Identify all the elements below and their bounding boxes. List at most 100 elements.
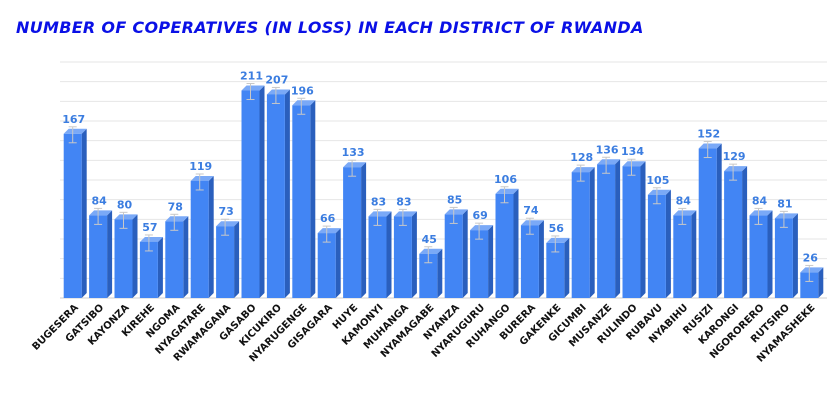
bar bbox=[647, 194, 666, 298]
bar-top bbox=[520, 220, 544, 226]
bar bbox=[63, 133, 82, 298]
bar-side bbox=[437, 248, 443, 298]
bar bbox=[546, 242, 565, 298]
bar-side bbox=[335, 228, 341, 298]
bar bbox=[343, 167, 362, 298]
bar-top bbox=[343, 162, 367, 168]
data-label: 73 bbox=[218, 205, 233, 218]
bar bbox=[470, 230, 489, 298]
bar-top bbox=[419, 248, 443, 254]
bar-side bbox=[538, 220, 544, 298]
bar-top bbox=[622, 161, 646, 167]
bar-top bbox=[647, 189, 671, 195]
bar-top bbox=[241, 85, 265, 91]
data-label: 66 bbox=[320, 212, 336, 225]
data-label: 74 bbox=[523, 204, 539, 217]
bar-side bbox=[462, 209, 468, 298]
category-labels: BUGESERAGATSIBOKAYONZAKIREHENGOMANYAGATA… bbox=[30, 302, 817, 364]
bar-top bbox=[368, 211, 392, 217]
bars bbox=[63, 83, 824, 299]
data-label: 152 bbox=[697, 128, 720, 141]
bar bbox=[571, 172, 590, 298]
bar-top bbox=[114, 214, 138, 220]
bar-top bbox=[216, 221, 240, 227]
bar-side bbox=[513, 188, 519, 298]
data-label: 26 bbox=[803, 251, 819, 264]
bar-top bbox=[292, 100, 316, 106]
bar-top bbox=[165, 216, 189, 222]
data-label: 105 bbox=[646, 174, 669, 187]
bar-side bbox=[386, 211, 392, 298]
bar-side bbox=[691, 210, 697, 298]
bar-side bbox=[107, 210, 113, 298]
bar bbox=[597, 164, 616, 298]
bar-top bbox=[63, 128, 87, 134]
data-label: 129 bbox=[723, 150, 746, 163]
bar bbox=[622, 166, 641, 298]
bar-side bbox=[615, 159, 621, 298]
chart-title: NUMBER OF COPERATIVES (IN LOSS) IN EACH … bbox=[16, 18, 644, 37]
data-label: 57 bbox=[142, 221, 157, 234]
data-label: 134 bbox=[621, 145, 644, 158]
bar-side bbox=[234, 221, 240, 298]
bar-side bbox=[792, 213, 798, 298]
bar-top bbox=[571, 167, 595, 173]
bar bbox=[774, 218, 793, 298]
bar bbox=[444, 214, 463, 298]
bar bbox=[266, 94, 285, 298]
data-label: 45 bbox=[422, 233, 437, 246]
bar bbox=[317, 233, 336, 298]
bar-side bbox=[284, 89, 290, 298]
data-label: 84 bbox=[91, 194, 107, 207]
data-label: 69 bbox=[472, 209, 487, 222]
bar bbox=[698, 148, 717, 298]
data-label: 80 bbox=[117, 198, 133, 211]
bar bbox=[724, 171, 743, 298]
bar-side bbox=[361, 162, 367, 298]
bar-top bbox=[393, 211, 417, 217]
data-label: 56 bbox=[549, 222, 565, 235]
data-label: 207 bbox=[265, 73, 288, 86]
bar-top bbox=[266, 89, 290, 95]
bar-side bbox=[411, 211, 417, 298]
bar bbox=[749, 215, 768, 298]
bar bbox=[495, 193, 514, 298]
bar bbox=[800, 272, 819, 298]
bar-side bbox=[818, 267, 824, 298]
bar-side bbox=[259, 85, 265, 299]
bar bbox=[368, 216, 387, 298]
bar bbox=[190, 180, 209, 298]
bar bbox=[114, 219, 133, 298]
bar-side bbox=[157, 236, 163, 298]
data-label: 133 bbox=[342, 146, 365, 159]
bar-side bbox=[589, 167, 595, 298]
data-label: 119 bbox=[189, 160, 212, 173]
bar-top bbox=[495, 188, 519, 194]
bar bbox=[89, 215, 108, 298]
bar-side bbox=[81, 128, 87, 298]
bar-side bbox=[488, 225, 494, 298]
data-label: 81 bbox=[777, 197, 792, 210]
bar-top bbox=[190, 175, 214, 181]
data-label: 106 bbox=[494, 173, 517, 186]
bar-top bbox=[139, 236, 163, 242]
bar bbox=[216, 226, 235, 298]
data-label: 84 bbox=[676, 194, 692, 207]
bar bbox=[241, 90, 260, 299]
bar-top bbox=[749, 210, 773, 216]
data-label: 136 bbox=[596, 143, 619, 156]
bar-top bbox=[546, 237, 570, 243]
bar-side bbox=[665, 189, 671, 298]
data-label: 78 bbox=[168, 200, 183, 213]
bar-top bbox=[800, 267, 824, 273]
bar-side bbox=[208, 175, 214, 298]
bar-top bbox=[724, 166, 748, 172]
bar-top bbox=[774, 213, 798, 219]
data-label: 85 bbox=[447, 193, 462, 206]
bar-side bbox=[716, 143, 722, 298]
data-label: 83 bbox=[371, 195, 386, 208]
bar-top bbox=[698, 143, 722, 149]
data-label: 84 bbox=[752, 194, 768, 207]
